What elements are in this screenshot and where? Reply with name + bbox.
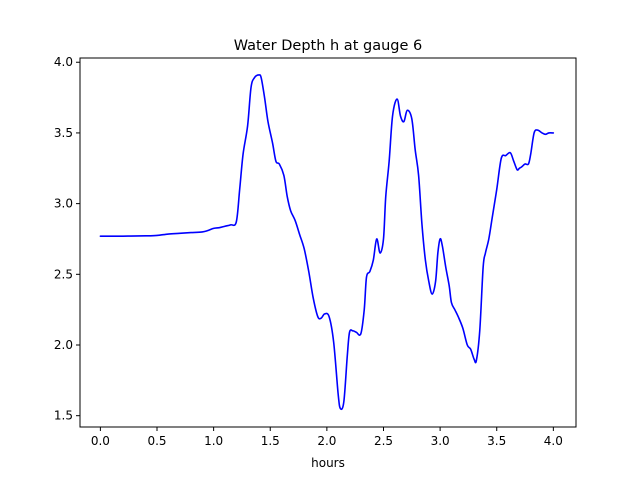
x-tick-label: 1.5 [261, 434, 280, 448]
x-axis-label: hours [311, 456, 345, 470]
series-line-water-depth [99, 74, 555, 411]
x-tick-label: 1.0 [204, 434, 223, 448]
y-tick-label: 3.5 [54, 126, 73, 140]
chart-title: Water Depth h at gauge 6 [234, 38, 422, 54]
x-tick-label: 0.0 [91, 434, 110, 448]
y-axis: 1.5 2.0 2.5 3.0 3.5 4.0 [54, 55, 80, 423]
x-axis: 0.0 0.5 1.0 1.5 2.0 2.5 3.0 3.5 4.0 [91, 427, 563, 448]
plot-frame [79, 57, 577, 428]
x-tick-label: 2.0 [317, 434, 336, 448]
x-tick-label: 0.5 [147, 434, 166, 448]
plot-area [79, 57, 577, 428]
y-tick-label: 2.5 [54, 267, 73, 281]
x-tick-label: 2.5 [374, 434, 393, 448]
y-tick-label: 4.0 [54, 55, 73, 69]
y-tick-label: 1.5 [54, 409, 73, 423]
y-tick-label: 3.0 [54, 197, 73, 211]
x-tick-label: 3.5 [487, 434, 506, 448]
x-tick-label: 3.0 [431, 434, 450, 448]
y-tick-label: 2.0 [54, 338, 73, 352]
x-tick-label: 4.0 [544, 434, 563, 448]
